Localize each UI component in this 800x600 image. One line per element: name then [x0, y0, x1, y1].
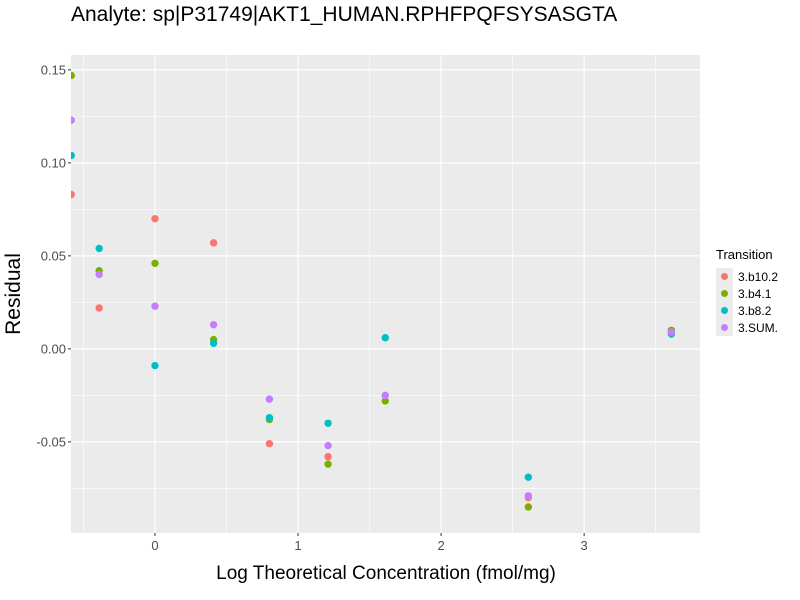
data-point: [324, 460, 332, 468]
data-point: [265, 413, 274, 422]
data-point: [381, 391, 389, 400]
legend-dot-icon: [721, 324, 728, 331]
data-point: [324, 453, 332, 461]
data-point: [209, 339, 218, 347]
grid-major: [71, 55, 700, 533]
data-point: [71, 116, 75, 124]
x-tick-label: 0: [151, 538, 158, 553]
legend: Transition 3.b10.2 3.b4.1 3.b8.2 3.SUM.: [716, 247, 778, 336]
legend-item-3-sum: 3.SUM.: [716, 319, 778, 336]
data-point: [71, 190, 75, 199]
legend-item-3-b10-2: 3.b10.2: [716, 268, 778, 285]
data-point: [524, 503, 533, 511]
data-point: [324, 441, 332, 450]
data-point: [95, 270, 103, 279]
data-point: [95, 244, 103, 253]
y-tick-label: 0.15: [41, 62, 66, 77]
legend-item-3-b4-1: 3.b4.1: [716, 285, 778, 302]
legend-label: 3.b4.1: [738, 286, 772, 301]
y-tick-label: 0.05: [41, 248, 66, 263]
data-point: [151, 259, 159, 268]
legend-dot-icon: [721, 273, 728, 280]
data-point: [151, 302, 159, 310]
x-axis-label: Log Theoretical Concentration (fmol/mg): [216, 563, 556, 584]
legend-dot-icon: [721, 290, 728, 297]
data-point: [95, 304, 103, 312]
axis-ticks: 0 1 2 3 -0.05 0.00 0.05 0.10 0.15: [36, 62, 587, 553]
legend-dot-icon: [721, 307, 728, 314]
data-point: [151, 214, 159, 223]
data-point: [667, 328, 676, 336]
data-point: [265, 395, 274, 403]
data-points: [71, 71, 676, 511]
data-point: [209, 320, 218, 329]
y-tick-label: -0.05: [36, 434, 66, 449]
y-tick-label: 0.00: [41, 341, 66, 356]
data-point: [524, 473, 533, 481]
y-tick-label: 0.10: [41, 155, 66, 170]
legend-label: 3.b10.2: [738, 269, 779, 284]
data-point: [209, 239, 218, 247]
data-point: [524, 492, 533, 500]
data-point: [381, 397, 389, 405]
legend-item-3-b8-2: 3.b8.2: [716, 302, 778, 319]
chart-title: Analyte: sp|P31749|AKT1_HUMAN.RPHFPQFSYS…: [71, 3, 618, 26]
x-tick-label: 2: [437, 538, 444, 553]
legend-title: Transition: [716, 247, 773, 262]
data-point: [71, 151, 75, 160]
data-point: [151, 361, 159, 370]
legend-label: 3.SUM.: [738, 320, 779, 335]
data-point: [265, 440, 274, 448]
x-tick-label: 1: [294, 538, 301, 553]
data-point: [71, 71, 75, 80]
plot-panel: [71, 55, 700, 533]
legend-label: 3.b8.2: [738, 303, 772, 318]
x-tick-label: 3: [581, 538, 588, 553]
data-point: [324, 419, 332, 427]
data-point: [381, 334, 389, 342]
